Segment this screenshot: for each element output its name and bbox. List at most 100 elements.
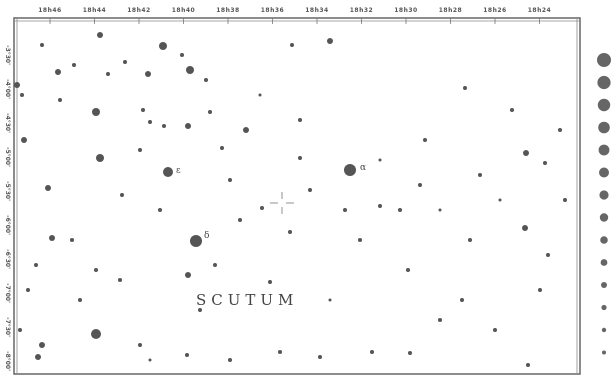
star — [94, 268, 98, 272]
star — [278, 350, 282, 354]
star — [163, 167, 173, 177]
star — [558, 128, 562, 132]
magnitude-dot — [599, 190, 609, 200]
star — [26, 288, 30, 292]
star — [185, 353, 189, 357]
magnitude-dot — [597, 75, 611, 90]
star — [468, 238, 472, 242]
star — [438, 318, 442, 322]
star — [123, 60, 127, 64]
star — [398, 208, 402, 212]
star — [238, 218, 242, 222]
star — [198, 308, 202, 312]
star — [18, 328, 22, 332]
star — [58, 98, 62, 102]
star — [91, 329, 101, 339]
star — [141, 108, 145, 112]
star — [298, 118, 302, 122]
star — [288, 230, 292, 234]
ra-label: 18h26 — [483, 7, 506, 14]
star — [438, 208, 442, 212]
magnitude-dot — [599, 167, 609, 178]
star — [378, 158, 382, 162]
constellation-name: SCUTUM — [196, 291, 298, 309]
ra-label: 18h40 — [172, 7, 195, 14]
star — [118, 278, 122, 282]
star — [34, 263, 38, 267]
ra-label: 18h28 — [439, 7, 462, 14]
star — [39, 342, 45, 348]
star — [498, 198, 502, 202]
star — [543, 161, 547, 165]
star — [120, 193, 124, 197]
star — [268, 280, 272, 284]
star — [162, 124, 166, 128]
star — [418, 183, 422, 187]
magnitude-dot — [601, 327, 607, 333]
star — [228, 358, 232, 362]
magnitude-dot — [597, 53, 611, 67]
magnitude-dot — [602, 350, 606, 355]
magnitude-dot — [598, 144, 610, 156]
dec-label: -7°30' — [4, 317, 11, 337]
ra-label: 18h44 — [83, 7, 106, 14]
star — [522, 225, 528, 231]
star — [460, 298, 464, 302]
star — [70, 238, 74, 242]
ra-label: 18h34 — [305, 7, 328, 14]
star — [72, 63, 76, 67]
star — [78, 298, 82, 302]
star — [185, 272, 191, 278]
star — [148, 358, 152, 362]
star — [344, 164, 356, 176]
dec-label: -5°30' — [4, 181, 11, 201]
ra-label: 18h38 — [216, 7, 239, 14]
star — [510, 108, 514, 112]
star-label: δ — [204, 231, 209, 241]
magnitude-dot — [597, 98, 611, 112]
star — [343, 208, 347, 212]
star — [328, 298, 332, 302]
star — [478, 173, 482, 177]
star — [21, 137, 27, 143]
magnitude-dot — [600, 236, 608, 244]
star — [204, 78, 208, 82]
dec-label: -8°00' — [4, 351, 11, 371]
star — [493, 328, 497, 332]
dec-label: -7°00' — [4, 283, 11, 303]
star — [35, 354, 41, 360]
star — [185, 123, 191, 129]
star — [92, 108, 100, 116]
dec-label: -5°00' — [4, 147, 11, 167]
star — [40, 43, 44, 47]
star — [228, 178, 232, 182]
crosshair — [270, 192, 294, 214]
star — [290, 43, 294, 47]
star-label: α — [360, 163, 366, 173]
star — [96, 154, 104, 162]
star — [186, 66, 194, 74]
star — [20, 93, 24, 97]
star — [308, 188, 312, 192]
star — [220, 146, 224, 150]
star — [258, 93, 262, 97]
star — [538, 288, 542, 292]
star — [213, 263, 217, 267]
dec-label: -3°30' — [4, 45, 11, 65]
star — [378, 204, 382, 208]
ra-label: 18h30 — [394, 7, 417, 14]
star — [243, 127, 249, 133]
magnitude-dot — [598, 121, 610, 134]
star — [546, 253, 550, 257]
star — [463, 86, 467, 90]
star — [370, 350, 374, 354]
star-label: ε — [176, 166, 181, 176]
star — [318, 355, 322, 359]
star — [49, 235, 55, 241]
star — [180, 53, 184, 57]
star — [138, 343, 142, 347]
magnitude-dot — [601, 282, 607, 288]
star — [423, 138, 427, 142]
star — [190, 235, 202, 247]
